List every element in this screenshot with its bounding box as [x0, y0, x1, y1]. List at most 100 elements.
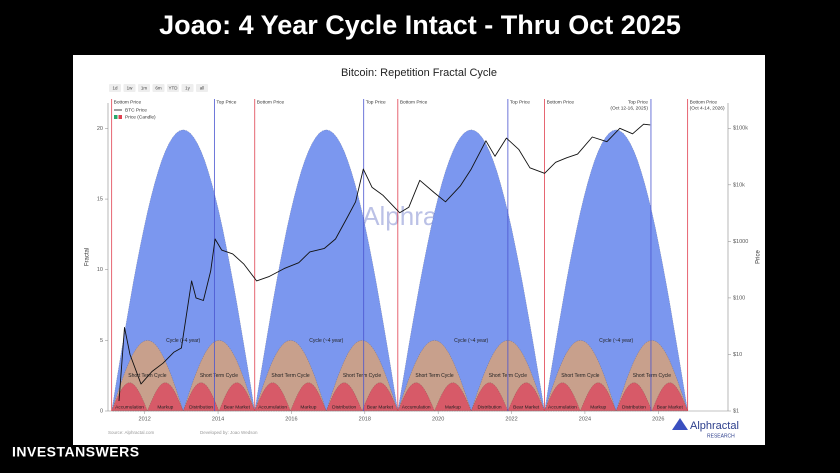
y-tick-label: 0 — [100, 408, 103, 414]
x-tick-label: 2020 — [432, 416, 444, 422]
y-axis-label: Fractal — [85, 248, 91, 266]
y-tick-label: 15 — [97, 197, 103, 203]
range-button-label[interactable]: 1m — [141, 86, 148, 91]
candle-swatch-down — [118, 115, 122, 119]
range-button[interactable] — [152, 84, 165, 92]
y2-tick-label: $100k — [733, 126, 748, 132]
bottom-label: (Oct 4-14, 2026) — [690, 105, 725, 111]
y2-tick-label: $1 — [733, 408, 739, 414]
range-button[interactable] — [138, 84, 150, 92]
slide-title: Joao: 4 Year Cycle Intact - Thru Oct 202… — [159, 10, 681, 40]
range-button[interactable] — [123, 84, 136, 92]
x-tick-label: 2018 — [359, 416, 371, 422]
range-button-label[interactable]: YTD — [169, 86, 179, 91]
x-tick-label: 2024 — [579, 416, 591, 422]
y2-tick-label: $10k — [733, 182, 745, 188]
range-button-label[interactable]: 1y — [185, 86, 191, 91]
sub-cycle-arc — [397, 382, 435, 412]
sub-cycle-arc — [615, 382, 653, 412]
sub-cycle-arc — [182, 382, 220, 412]
x-tick-label: 2022 — [505, 416, 517, 422]
short-cycle-label: Short Term Cycle — [271, 373, 309, 379]
sub-cycle-arc — [290, 382, 327, 412]
short-cycle-label: Short Term Cycle — [200, 373, 238, 379]
phase-label: Markup — [445, 404, 461, 410]
phase-label: Accumulation — [402, 404, 431, 410]
short-cycle-label: Short Term Cycle — [343, 373, 381, 379]
sub-cycle-arc — [579, 382, 617, 412]
logo: Alphractal — [690, 420, 739, 432]
x-tick-label: 2012 — [139, 416, 151, 422]
range-button[interactable] — [196, 84, 208, 92]
x-tick-label: 2014 — [212, 416, 224, 422]
phase-label: Distribution — [478, 404, 502, 410]
sub-cycle-arc — [470, 382, 509, 412]
phase-label: Distribution — [622, 404, 646, 410]
top-label: Top Price — [628, 99, 648, 105]
sub-cycle-arc — [434, 382, 472, 412]
phase-label: Accumulation — [548, 404, 577, 410]
range-button[interactable] — [167, 84, 179, 92]
range-button[interactable] — [181, 84, 194, 92]
sub-cycle-arc — [111, 382, 148, 412]
phase-label: Markup — [157, 404, 173, 410]
phase-label: Bear Market — [513, 404, 540, 410]
y2-axis-label: Price — [756, 250, 762, 264]
top-label: Top Price — [366, 99, 386, 105]
sub-cycle-arc — [147, 382, 184, 412]
y-tick-label: 5 — [100, 338, 103, 344]
price-line — [118, 123, 651, 402]
range-button-label[interactable]: 6m — [155, 86, 162, 91]
sub-cycle-arc — [325, 382, 363, 412]
bottom-label: Bottom Price — [114, 99, 142, 105]
bottom-label: Bottom Price — [690, 99, 718, 105]
sub-cycle-arc — [507, 382, 545, 412]
sub-cycle-arc — [254, 382, 291, 412]
range-button-label[interactable]: 1d — [112, 86, 118, 91]
y2-tick-label: $100 — [733, 295, 745, 301]
cycle-label: Cycle (~4 year) — [309, 338, 343, 344]
source: Source: Alphractal.com — [108, 430, 155, 435]
sub-cycle-arc — [361, 382, 399, 412]
brand: INVESTANSWERS — [12, 444, 140, 460]
chart-title: Bitcoin: Repetition Fractal Cycle — [341, 67, 497, 79]
range-button-label[interactable]: 1w — [127, 86, 134, 91]
y2-tick-label: $10 — [733, 352, 742, 358]
sub-cycle-arc — [218, 382, 256, 412]
logo-sub: RESEARCH — [707, 433, 735, 439]
y2-tick-label: $1000 — [733, 239, 748, 245]
phase-label: Bear Market — [224, 404, 251, 410]
legend-label: BTC Price — [125, 107, 147, 113]
short-cycle-label: Short Term Cycle — [415, 373, 453, 379]
legend-label: Price (Candle) — [125, 114, 156, 120]
y-tick-label: 10 — [97, 267, 103, 273]
range-button-label[interactable]: all — [200, 86, 205, 91]
top-label: Top Price — [510, 99, 530, 105]
candle-swatch-up — [114, 115, 118, 119]
cycle-label: Cycle (~4 year) — [454, 338, 488, 344]
sub-cycle-arc — [651, 382, 688, 412]
range-button[interactable] — [109, 84, 121, 92]
developer: Developed by: Joao Wedson — [200, 430, 258, 435]
x-tick-label: 2016 — [285, 416, 297, 422]
phase-label: Accumulation — [115, 404, 144, 410]
phase-label: Markup — [300, 404, 316, 410]
x-tick-label: 2026 — [652, 416, 664, 422]
phase-label: Bear Market — [657, 404, 684, 410]
y-tick-label: 20 — [97, 126, 103, 132]
phase-label: Distribution — [189, 404, 213, 410]
top-label: (Oct 12-16, 2025) — [610, 105, 648, 111]
phase-label: Distribution — [332, 404, 356, 410]
bottom-label: Bottom Price — [257, 99, 285, 105]
phase-label: Bear Market — [367, 404, 394, 410]
short-cycle-label: Short Term Cycle — [561, 373, 599, 379]
bottom-label: Bottom Price — [547, 99, 575, 105]
cycle-label: Cycle (~4 year) — [599, 338, 633, 344]
sub-cycle-arc — [544, 382, 581, 412]
phase-label: Markup — [590, 404, 606, 410]
logo-icon — [672, 418, 688, 430]
cycle-label: Cycle (~4 year) — [166, 338, 200, 344]
top-label: Top Price — [216, 99, 236, 105]
phase-label: Accumulation — [258, 404, 287, 410]
